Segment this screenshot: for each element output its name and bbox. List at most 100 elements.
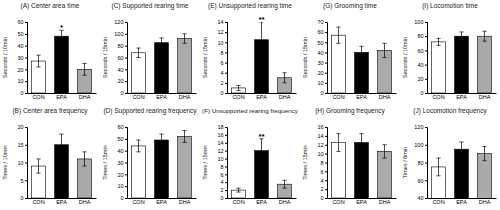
error-bar xyxy=(459,142,463,156)
tick-mark xyxy=(225,135,227,136)
error-cap xyxy=(382,144,386,145)
y-axis-title: Seconds / 15min xyxy=(302,37,308,78)
tick-label: CON xyxy=(332,199,344,205)
tick: 100 xyxy=(414,19,427,25)
chart-title: (D) Supported rearing frequency xyxy=(103,107,197,115)
tick-mark xyxy=(425,198,427,199)
bar xyxy=(132,53,146,93)
error-cap xyxy=(59,42,63,43)
x-axis: CONEPADHA xyxy=(128,93,197,100)
tick: 100 xyxy=(114,31,127,37)
error-cap xyxy=(259,162,263,163)
tick: CON xyxy=(432,93,444,100)
tick-label: 0 xyxy=(20,195,23,201)
y-axis: 020406080100120 xyxy=(114,19,127,96)
tick-label: 0 xyxy=(420,90,423,96)
tick-label: 2 xyxy=(220,187,223,193)
error-line xyxy=(461,32,462,41)
tick-label: 0 xyxy=(320,90,323,96)
chart-title: (C) Supported rearing time xyxy=(112,2,189,10)
y-axis: 406080100120 xyxy=(414,124,427,201)
tick-label: 30 xyxy=(317,60,323,66)
tick-label: CON xyxy=(232,94,244,100)
y-axis: 0246810121416 xyxy=(317,124,327,201)
tick: DHA xyxy=(479,93,491,100)
tick-mark xyxy=(25,22,27,23)
error-bar xyxy=(482,147,486,161)
tick-label: 40 xyxy=(117,148,123,154)
error-line xyxy=(238,85,239,90)
tick-label: CON xyxy=(432,199,444,205)
tick-label: 2 xyxy=(320,186,323,192)
error-line xyxy=(138,140,139,152)
tick-label: EPA xyxy=(156,94,167,100)
y-axis-title: Times / 15min xyxy=(202,145,208,179)
y-axis-title: Times / 6min xyxy=(402,147,408,178)
x-axis: CONEPADHA xyxy=(228,198,297,205)
tick-label: 6 xyxy=(220,60,223,66)
tick-label: 70 xyxy=(317,19,323,25)
tick: 18 xyxy=(217,124,227,130)
plot-area: 0246810121416CONEPADHATimes / 15min xyxy=(302,124,397,205)
tick: 0 xyxy=(20,90,27,96)
tick-mark xyxy=(225,93,227,94)
bar xyxy=(155,140,169,198)
error-cap xyxy=(182,43,186,44)
error-line xyxy=(38,159,39,173)
error-bar xyxy=(136,48,140,57)
panel: (F) Unsupported rearing frequency0246810… xyxy=(202,107,299,205)
tick: 4 xyxy=(320,178,327,184)
panel: (G) Grooming time010203040506070CONEPADH… xyxy=(302,2,397,100)
error-bar xyxy=(82,152,86,166)
error-bar xyxy=(359,134,363,152)
error-cap xyxy=(82,75,86,76)
marks xyxy=(32,30,92,93)
error-cap xyxy=(82,166,86,167)
tick-mark xyxy=(325,198,327,199)
marks xyxy=(132,34,192,93)
tick-label: EPA xyxy=(256,199,267,205)
tick: 6 xyxy=(320,169,327,175)
tick-mark xyxy=(425,93,427,94)
tick: 70 xyxy=(317,19,327,25)
plot-area: 05101520CONEPADHATimes / 10min xyxy=(2,124,97,205)
figure: (A) Center area time0102030405060CONEPAD… xyxy=(0,0,500,210)
error-cap xyxy=(436,158,440,159)
tick-label: 40 xyxy=(17,43,23,49)
tick-label: CON xyxy=(32,94,44,100)
error-cap xyxy=(382,43,386,44)
bar xyxy=(432,42,446,93)
tick-label: 60 xyxy=(417,48,423,54)
tick: 8 xyxy=(220,164,227,170)
error-cap xyxy=(182,33,186,34)
error-cap xyxy=(136,140,140,141)
error-bar xyxy=(282,73,286,83)
tick: 60 xyxy=(117,124,127,130)
tick: 15 xyxy=(17,142,27,148)
error-cap xyxy=(482,160,486,161)
error-cap xyxy=(59,134,63,135)
axis-line xyxy=(325,128,328,199)
tick-label: 20 xyxy=(17,124,23,130)
tick-label: 4 xyxy=(320,178,323,184)
tick: 2 xyxy=(220,80,227,86)
error-bar xyxy=(336,134,340,152)
tick: 10 xyxy=(217,40,227,46)
error-bar xyxy=(136,140,140,152)
error-bar xyxy=(182,131,186,143)
tick-label: 30 xyxy=(17,55,23,61)
tick-mark xyxy=(225,159,227,160)
tick: 10 xyxy=(317,151,327,157)
tick-mark xyxy=(225,32,227,33)
tick-mark xyxy=(425,65,427,66)
error-cap xyxy=(82,63,86,64)
error-line xyxy=(361,46,362,58)
error-line xyxy=(61,134,62,155)
axis-line xyxy=(425,23,428,94)
tick-label: EPA xyxy=(356,199,367,205)
tick-mark xyxy=(125,151,127,152)
tick: 20 xyxy=(17,124,27,130)
error-line xyxy=(261,139,262,163)
error-cap xyxy=(236,90,240,91)
chart-title: (G) Grooming time xyxy=(323,2,377,10)
